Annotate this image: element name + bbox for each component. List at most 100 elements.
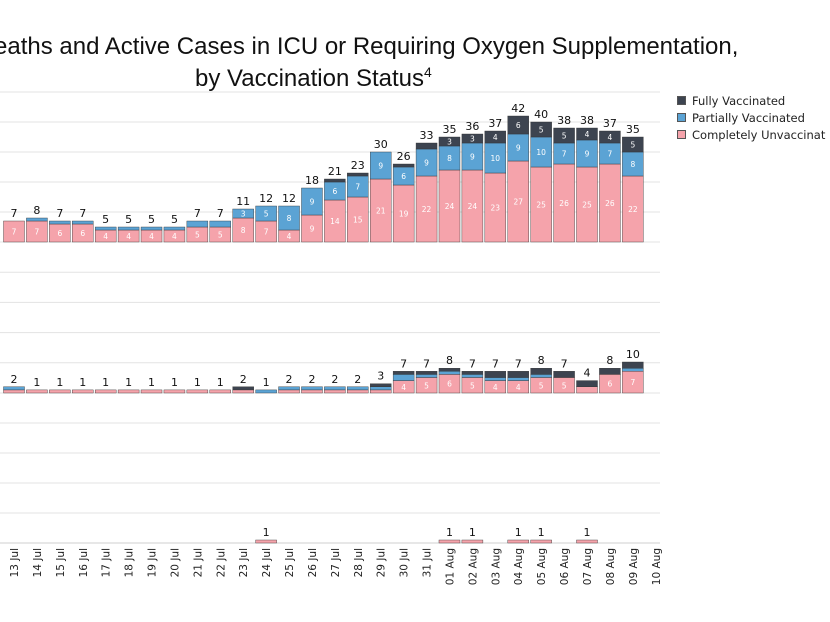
bar-segment [94, 389, 117, 394]
bar-total-label: 2 [308, 373, 315, 386]
segment-label: 5 [264, 210, 269, 219]
segment-label: 25 [582, 201, 592, 210]
bar-segment [117, 226, 140, 231]
segment-label: 8 [447, 154, 452, 163]
bar-total-label: 40 [534, 108, 548, 121]
bar-segment [553, 127, 575, 144]
segment-label: 26 [559, 199, 569, 208]
bar-segment [140, 389, 163, 394]
legend-swatch-unvaccinated [677, 130, 686, 139]
bar-segment [370, 151, 392, 180]
bar-segment [3, 386, 25, 391]
bar-segment [438, 539, 461, 544]
segment-label: 24 [468, 202, 478, 211]
bar-total-label: 23 [351, 159, 365, 172]
bar-segment [507, 539, 529, 544]
bar-total-label: 35 [442, 123, 456, 136]
bar-segment [484, 130, 507, 144]
segment-label: 7 [35, 228, 40, 237]
segment-label: 25 [536, 201, 546, 210]
bar-total-label: 7 [79, 207, 86, 220]
bar-total-label: 7 [194, 207, 201, 220]
segment-label: 4 [493, 383, 498, 392]
legend: Fully Vaccinated Partially Vaccinated Co… [677, 92, 825, 143]
segment-label: 26 [605, 199, 615, 208]
bar-total-label: 1 [194, 376, 201, 389]
bar-total-label: 1 [263, 526, 270, 539]
segment-label: 9 [516, 144, 521, 153]
chart-title-line1: eaths and Active Cases in ICU or Requiri… [0, 33, 739, 60]
bar-segment [26, 217, 48, 222]
segment-label: 9 [424, 159, 429, 168]
bar-total-label: 1 [125, 376, 132, 389]
bar-segment [507, 115, 529, 135]
x-tick-label: 05 Aug [536, 548, 548, 585]
bar-segment [72, 389, 94, 394]
x-tick-labels: 13 Jul 14 Jul 15 Jul 16 Jul 17 Jul 18 Jul 19 J… [9, 548, 663, 585]
segment-label: 4 [103, 232, 108, 241]
x-tick-label: 21 Jul [192, 548, 204, 577]
x-tick-label: 19 Jul [147, 548, 159, 577]
bar-segment [163, 226, 186, 231]
bar-total-label: 12 [282, 192, 296, 205]
bar-segment [461, 374, 484, 378]
bar-total-label: 8 [538, 354, 545, 367]
bar-total-label: 33 [420, 129, 434, 142]
segment-label: 8 [287, 214, 292, 223]
bar-segment [599, 368, 621, 375]
legend-label-unvaccinated: Completely Unvaccinat [692, 127, 826, 142]
x-tick-label: 10 Aug [651, 548, 663, 585]
x-tick-label: 16 Jul [78, 548, 90, 577]
x-tick-label: 26 Jul [307, 548, 319, 577]
bar-segment [370, 383, 392, 388]
segment-label: 9 [470, 153, 475, 162]
bar-total-label: 1 [446, 526, 453, 539]
legend-swatch-partially [677, 113, 686, 122]
bar-total-label: 1 [171, 376, 178, 389]
bar-segment [347, 389, 369, 394]
segment-label: 9 [310, 198, 315, 207]
segment-label: 14 [330, 217, 340, 226]
bar-segment [232, 386, 254, 391]
bar-segment [301, 386, 323, 391]
bar-total-label: 10 [626, 348, 640, 361]
bar-segment [278, 386, 300, 391]
segment-label: 6 [608, 380, 613, 389]
segment-label: 10 [491, 154, 501, 163]
segment-label: 6 [332, 187, 337, 196]
bar-total-label: 7 [11, 207, 18, 220]
segment-label: 5 [218, 231, 223, 240]
segment-label: 4 [287, 232, 292, 241]
segment-label: 4 [126, 232, 131, 241]
x-tick-label: 02 Aug [467, 548, 479, 585]
segment-label: 27 [513, 198, 523, 207]
segment-label: 5 [539, 126, 544, 135]
segment-label: 4 [608, 133, 613, 142]
bar-segment [94, 226, 117, 231]
segment-label: 4 [401, 383, 406, 392]
x-tick-label: 01 Aug [444, 548, 456, 585]
bar-total-label: 7 [56, 207, 63, 220]
segment-label: 7 [355, 183, 360, 192]
segment-label: 4 [149, 232, 154, 241]
bar-segment [278, 389, 300, 394]
legend-item-fully: Fully Vaccinated [677, 92, 825, 109]
bar-segment [163, 389, 186, 394]
bar-total-label: 5 [125, 213, 132, 226]
x-tick-label: 22 Jul [215, 548, 227, 577]
bar-total-label: 1 [584, 526, 591, 539]
segment-label: 6 [401, 172, 406, 181]
segment-label: 6 [57, 229, 62, 238]
x-tick-label: 28 Jul [353, 548, 365, 577]
bar-segment [278, 205, 300, 231]
segment-label: 5 [562, 132, 567, 141]
x-tick-label: 25 Jul [284, 548, 296, 577]
legend-item-unvaccinated: Completely Unvaccinat [677, 126, 825, 143]
x-tick-label: 23 Jul [238, 548, 250, 577]
bar-total-label: 1 [148, 376, 155, 389]
bar-segment [301, 187, 323, 216]
bar-segment [3, 389, 25, 394]
bar-segment [370, 389, 392, 394]
bar-total-label: 4 [584, 367, 591, 380]
bar-segment [347, 386, 369, 391]
